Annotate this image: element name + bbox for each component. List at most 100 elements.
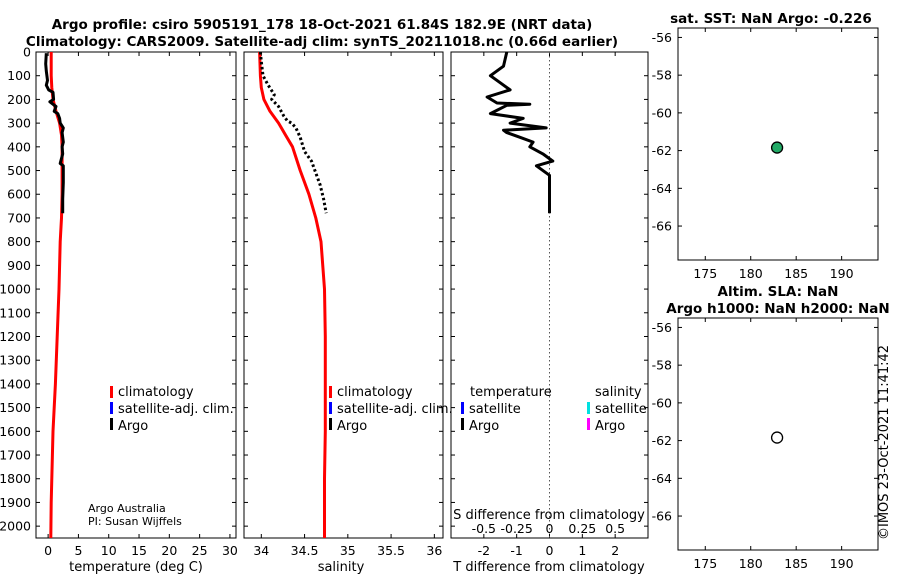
figure-title-line1: Argo profile: csiro 5905191_178 18-Oct-2… [52, 17, 593, 33]
series-line-argo-t-difference [485, 51, 555, 214]
map-x-tick-label: 185 [784, 556, 808, 571]
legend-header-salinity: salinity [595, 385, 642, 400]
x-tick-label: 36 [426, 543, 442, 558]
depth-tick-label: 1800 [0, 471, 31, 486]
s-difference-tick-labels: -0.5 -0.25 0 0.25 0.5 [472, 521, 625, 536]
sst-map-axes [677, 27, 879, 261]
depth-tick-label: 200 [7, 92, 31, 107]
sla-map-points [770, 431, 784, 444]
temperature-axes [35, 51, 237, 539]
s-tick-label: 0.25 [568, 521, 596, 536]
x-tick-label: 34 [253, 543, 269, 558]
depth-tick-label: 2000 [0, 519, 31, 534]
depth-tick-label: 1900 [0, 495, 31, 510]
map-y-tick-label: -60 [652, 105, 672, 120]
map-x-tick-label: 185 [784, 266, 808, 281]
x-tick-label: 30 [222, 543, 238, 558]
figure-title-line2: Climatology: CARS2009. Satellite-adj cli… [26, 34, 618, 50]
legend-swatch-argo [110, 418, 113, 430]
x-tick-label: 5 [74, 543, 82, 558]
x-tick-label: 35 [340, 543, 356, 558]
program-name: Argo Australia [88, 502, 166, 515]
sla-map-title-line1: Altim. SLA: NaN [718, 284, 839, 300]
map-x-tick-label: 180 [739, 556, 763, 571]
depth-tick-label: 1200 [0, 329, 31, 344]
depth-tick-label: 1300 [0, 353, 31, 368]
legend-swatch-t-satellite [461, 402, 464, 414]
series-line-climatology [258, 51, 327, 538]
map-y-tick-label: -62 [652, 433, 672, 448]
map-y-tick-label: -66 [652, 509, 672, 524]
map-y-tick-label: -60 [652, 395, 672, 410]
map-x-tick-label: 190 [830, 266, 854, 281]
salinity-legend: climatology satellite-adj. clim. Argo [329, 385, 453, 434]
legend-swatch-satellite [110, 402, 113, 414]
x-tick-label: 0 [44, 543, 52, 558]
depth-tick-label: 0 [23, 45, 31, 60]
legend-satellite: satellite-adj. clim. [118, 402, 234, 417]
legend-swatch-satellite [329, 402, 332, 414]
legend-swatch-s-argo [587, 418, 590, 430]
sla-map-panel: Altim. SLA: NaN Argo h1000: NaN h2000: N… [652, 284, 890, 571]
sst-map-ticks: 175 180 185 190 -56 -58 -60 -62 -64 -66 [652, 28, 878, 281]
difference-legend: temperature salinity satellite Argo sate… [461, 385, 647, 434]
salinity-xlabel: salinity [318, 560, 365, 575]
legend-t-satellite: satellite [469, 402, 521, 417]
salinity-x-ticks: 34 34.5 35 35.5 36 [253, 52, 442, 558]
sst-map-panel: sat. SST: NaN Argo: -0.226 175 180 185 190 -… [652, 11, 879, 281]
sla-map-title-line2: Argo h1000: NaN h2000: NaN [666, 301, 889, 317]
x-tick-label: -1 [510, 543, 522, 558]
x-tick-label: 20 [161, 543, 177, 558]
map-y-tick-label: -58 [652, 358, 672, 373]
float-position-marker [770, 141, 784, 154]
salinity-lines [258, 51, 328, 538]
depth-tick-label: 100 [7, 68, 31, 83]
series-line-argo [44, 53, 65, 214]
map-x-tick-label: 175 [693, 266, 717, 281]
s-tick-label: 0.5 [605, 521, 625, 536]
sla-map-ticks: 175 180 185 190 -56 -58 -60 -62 -64 -66 [652, 318, 878, 571]
x-tick-label: 1 [578, 543, 586, 558]
difference-xlabel: T difference from climatology [452, 560, 645, 575]
pi-name: PI: Susan Wijffels [88, 515, 182, 528]
depth-tick-label: 400 [7, 139, 31, 154]
temperature-lines [44, 52, 65, 539]
depth-tick-label: 1700 [0, 448, 31, 463]
sst-map-points [770, 141, 784, 154]
difference-x-ticks: -2 -1 0 1 2 [478, 52, 619, 558]
difference-panel: -2 -1 0 1 2 S difference from climatology -0… [450, 51, 649, 575]
temperature-x-ticks: 0 5 10 15 20 25 30 [44, 52, 238, 558]
map-y-tick-label: -64 [652, 471, 672, 486]
legend-s-argo: Argo [595, 419, 625, 434]
s-tick-label: 0 [546, 521, 554, 536]
series-line-argo [258, 51, 328, 214]
sst-map-title: sat. SST: NaN Argo: -0.226 [670, 11, 872, 27]
legend-header-temperature: temperature [470, 385, 552, 400]
x-tick-label: 25 [192, 543, 208, 558]
map-y-tick-label: -62 [652, 143, 672, 158]
map-x-tick-label: 180 [739, 266, 763, 281]
s-difference-label: S difference from climatology [453, 508, 645, 523]
depth-tick-label: 1000 [0, 282, 31, 297]
depth-tick-label: 800 [7, 234, 31, 249]
legend-climatology: climatology [118, 385, 194, 400]
legend-swatch-argo [329, 418, 332, 430]
map-y-tick-label: -56 [652, 30, 672, 45]
x-tick-label: 10 [101, 543, 117, 558]
legend-argo: Argo [337, 419, 367, 434]
salinity-axes [243, 51, 444, 539]
salinity-panel: 34 34.5 35 35.5 36 salinity climatology sate… [243, 51, 453, 575]
map-y-tick-label: -64 [652, 181, 672, 196]
map-y-tick-label: -66 [652, 219, 672, 234]
s-tick-label: -0.25 [500, 521, 532, 536]
depth-tick-label: 500 [7, 163, 31, 178]
map-y-tick-label: -58 [652, 68, 672, 83]
depth-tick-label: 1400 [0, 376, 31, 391]
map-x-tick-label: 190 [830, 556, 854, 571]
depth-tick-label: 700 [7, 210, 31, 225]
legend-swatch-climatology [110, 386, 113, 398]
imos-timestamp: ©IMOS 23-Oct-2021 11:41:42 [877, 345, 892, 540]
s-tick-label: -0.5 [472, 521, 496, 536]
map-x-tick-label: 175 [693, 556, 717, 571]
